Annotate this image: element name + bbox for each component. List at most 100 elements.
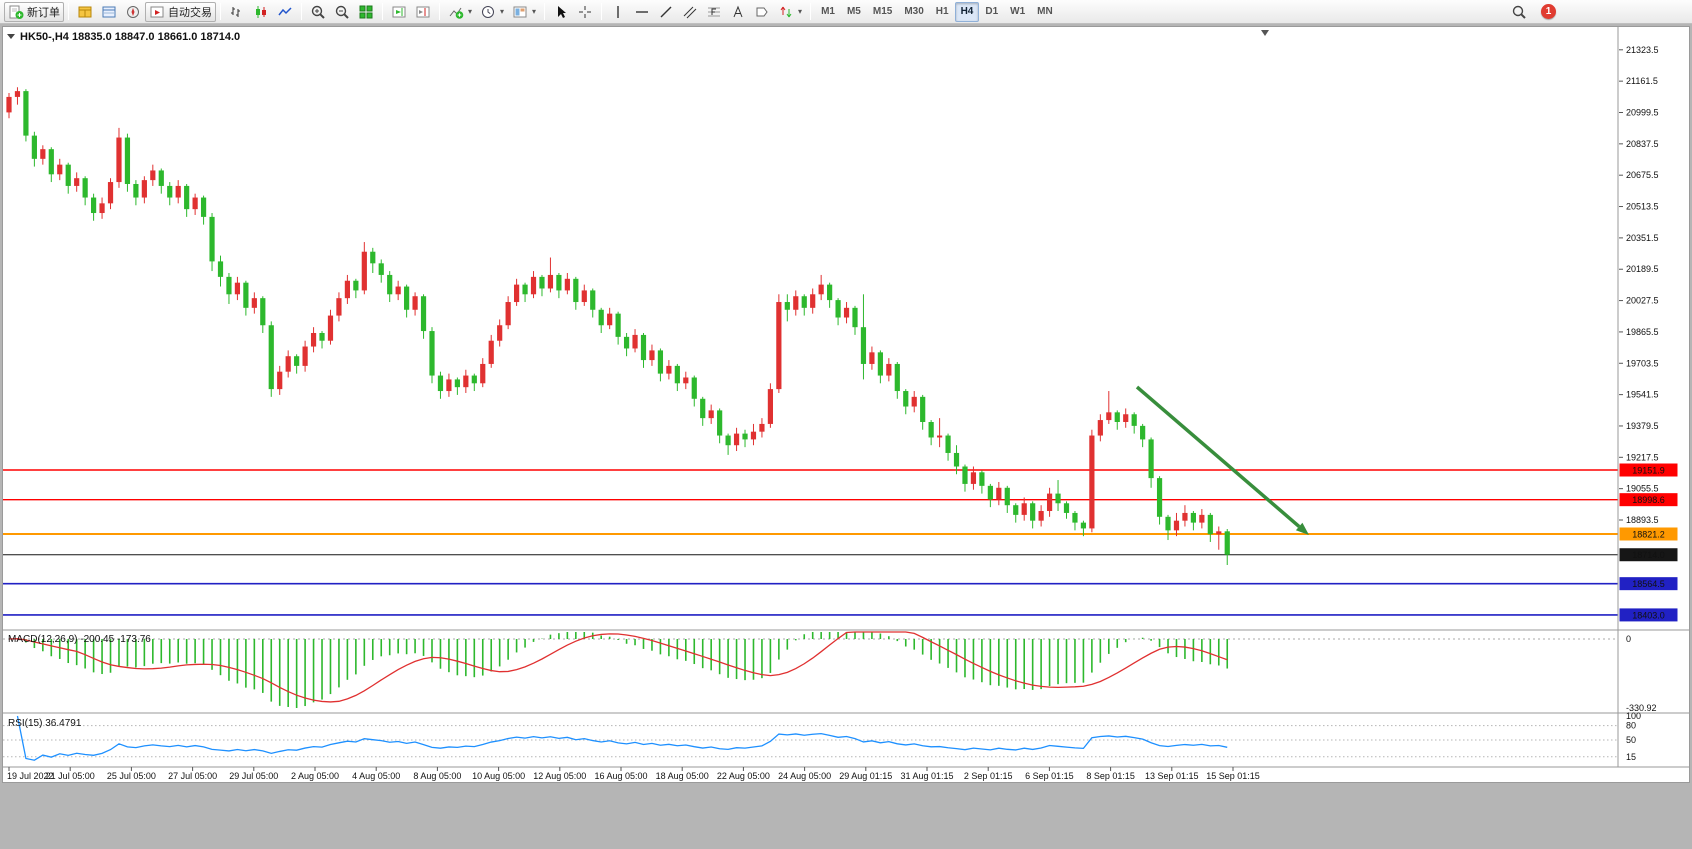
chart-shift-marker-icon[interactable] (1261, 30, 1269, 36)
arrows-button[interactable]: ▾ (774, 2, 806, 22)
market-watch-button[interactable] (73, 2, 97, 22)
candle-body (1216, 531, 1222, 535)
crosshair-button[interactable] (573, 2, 597, 22)
candle-body (911, 396, 917, 407)
tf-w1[interactable]: W1 (1004, 2, 1031, 22)
candle (158, 168, 164, 194)
new-order-button[interactable]: 新订单 (4, 1, 64, 22)
time-tick-label: 24 Aug 05:00 (778, 771, 831, 781)
candle (632, 329, 638, 353)
time-tick-label: 27 Jul 05:00 (168, 771, 217, 781)
line-chart-button[interactable] (273, 2, 297, 22)
candle-body (1004, 487, 1010, 506)
tf-h4[interactable]: H4 (954, 1, 980, 22)
candle-body (733, 433, 740, 446)
candle-body (116, 137, 122, 183)
cursor-button[interactable] (549, 2, 573, 22)
zoom-in-button[interactable] (306, 2, 330, 22)
navigator-button[interactable] (121, 2, 145, 22)
time-tick-label: 29 Jul 05:00 (229, 771, 278, 781)
tf-mn[interactable]: MN (1031, 2, 1059, 22)
time-tick-label: 12 Aug 05:00 (533, 771, 586, 781)
chart-shift-button[interactable] (411, 2, 435, 22)
periods-button[interactable]: ▾ (476, 2, 508, 22)
notifications-badge[interactable]: 1 (1541, 4, 1556, 19)
time-tick-label: 2 Aug 05:00 (291, 771, 339, 781)
candle (217, 255, 224, 287)
vertical-line-button[interactable] (606, 2, 630, 22)
candle (437, 371, 444, 399)
candle-body (894, 363, 900, 392)
trendline-button[interactable] (654, 2, 678, 22)
candle (683, 371, 689, 390)
candle (1004, 485, 1010, 513)
tf-m1[interactable]: M1 (815, 2, 841, 22)
time-tick-label: 6 Sep 01:15 (1025, 771, 1074, 781)
candle (192, 193, 198, 215)
search-button[interactable] (1507, 2, 1531, 22)
tf-m15[interactable]: M15 (867, 2, 898, 22)
channel-button[interactable] (678, 2, 702, 22)
candle (894, 362, 900, 399)
candle-body (175, 185, 181, 198)
candle-body (598, 309, 604, 326)
autotrading-button[interactable]: 自动交易 (145, 1, 216, 22)
text-button[interactable] (726, 2, 750, 22)
templates-button[interactable]: ▾ (508, 2, 540, 22)
candle-body (886, 363, 892, 376)
label-button[interactable] (750, 2, 774, 22)
horizontal-line-button[interactable] (630, 2, 654, 22)
candle (945, 433, 951, 461)
candle-body (158, 170, 164, 186)
candle (234, 276, 241, 301)
tf-m5[interactable]: M5 (841, 2, 867, 22)
candle (31, 131, 37, 167)
candle (928, 420, 934, 446)
zoom-out-button[interactable] (330, 2, 354, 22)
candlestick-chart-button[interactable] (249, 2, 273, 22)
candle-body (1038, 511, 1044, 521)
candle-body (1156, 478, 1163, 517)
candle (556, 273, 562, 299)
candle (674, 363, 680, 392)
candle-body (302, 346, 308, 366)
bar-chart-button[interactable] (225, 2, 249, 22)
candle-body (420, 296, 427, 332)
candle (860, 294, 867, 380)
price-chart[interactable]: 21323.5 21161.5 20999.5 20837.5 20675.5 20513… (3, 27, 1689, 782)
candle (818, 274, 824, 301)
candle-body (446, 379, 452, 392)
candle-body (640, 334, 647, 361)
channel-icon (682, 4, 698, 20)
indicators-icon (448, 4, 464, 20)
candle-body (776, 302, 782, 390)
candle-body (184, 185, 190, 210)
candle-body (463, 375, 469, 388)
candle (454, 377, 460, 395)
trend-arrow[interactable] (1135, 385, 1309, 535)
candle (827, 282, 833, 308)
candle (691, 375, 697, 407)
price-scale[interactable]: 21323.5 21161.5 20999.5 20837.5 20675.5 20513… (1619, 45, 1659, 525)
fibonacci-button[interactable] (702, 2, 726, 22)
tile-windows-button[interactable] (354, 2, 378, 22)
indicators-button[interactable]: ▾ (444, 2, 476, 22)
price-label-text: 19151.9 (1632, 466, 1665, 476)
candle (150, 164, 156, 186)
candle-body (378, 263, 384, 275)
price-tick-label: 20351.5 (1626, 233, 1659, 243)
tf-d1[interactable]: D1 (979, 2, 1004, 22)
tf-m1-label: M1 (821, 6, 835, 17)
candle (530, 271, 537, 299)
price-label-badge: 18998.6 (1619, 493, 1678, 507)
candle-body (1131, 414, 1137, 426)
candle (57, 158, 63, 181)
one-click-trading-toggle-icon[interactable] (7, 34, 15, 39)
candle (649, 344, 655, 366)
tf-h1[interactable]: H1 (930, 2, 955, 22)
data-window-button[interactable] (97, 2, 121, 22)
tf-m30[interactable]: M30 (898, 2, 929, 22)
auto-scroll-button[interactable] (387, 2, 411, 22)
time-tick-label: 8 Aug 05:00 (413, 771, 461, 781)
